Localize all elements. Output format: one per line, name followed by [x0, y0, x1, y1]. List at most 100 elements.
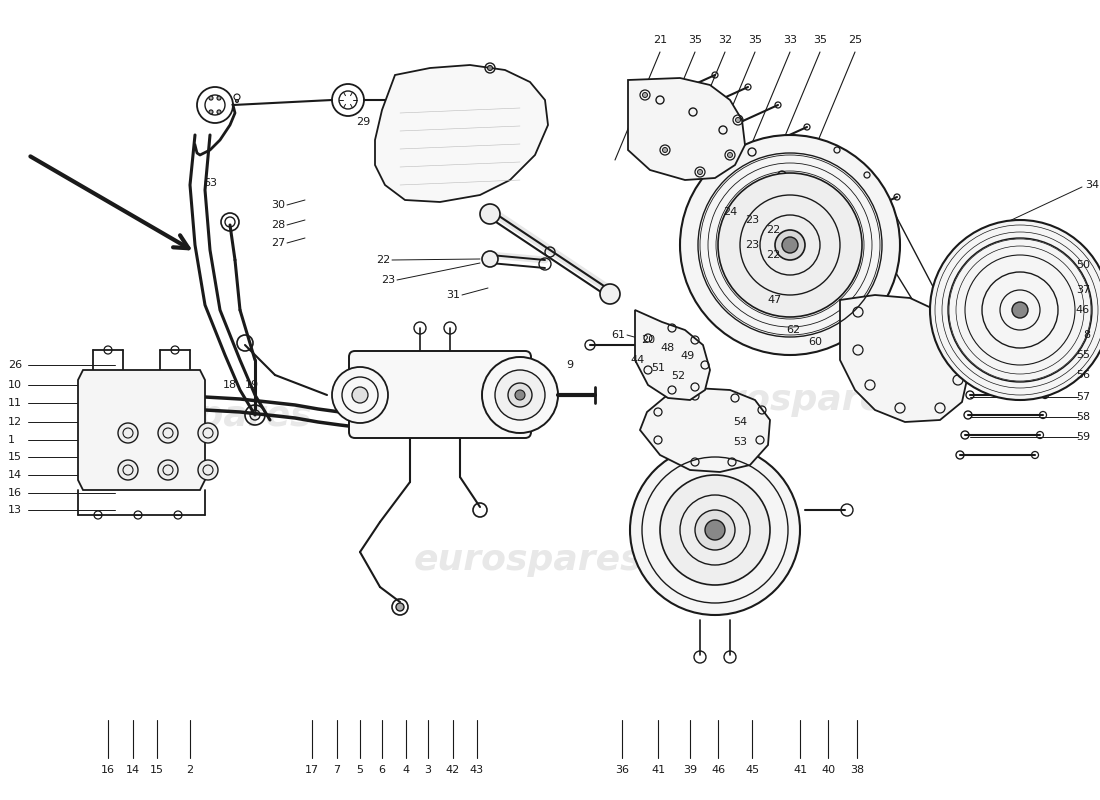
Text: 59: 59: [1076, 432, 1090, 442]
Text: eurospares: eurospares: [414, 543, 642, 577]
Text: 53: 53: [733, 437, 747, 447]
Text: 63: 63: [204, 178, 217, 188]
Text: 41: 41: [793, 765, 807, 775]
Circle shape: [332, 367, 388, 423]
Text: 1: 1: [8, 435, 15, 445]
Text: 42: 42: [446, 765, 460, 775]
Text: 24: 24: [723, 207, 737, 217]
Text: 16: 16: [101, 765, 116, 775]
Text: 11: 11: [8, 398, 22, 408]
Text: 15: 15: [8, 452, 22, 462]
Circle shape: [495, 370, 544, 420]
Text: 17: 17: [305, 765, 319, 775]
Circle shape: [482, 251, 498, 267]
Circle shape: [118, 423, 138, 443]
Text: 35: 35: [813, 35, 827, 45]
Circle shape: [930, 220, 1100, 400]
Text: 12: 12: [8, 417, 22, 427]
Circle shape: [396, 603, 404, 611]
Text: 58: 58: [1076, 412, 1090, 422]
Text: 56: 56: [1076, 370, 1090, 380]
Text: 27: 27: [271, 238, 285, 248]
Text: 32: 32: [718, 35, 733, 45]
Text: 38: 38: [850, 765, 865, 775]
Text: 23: 23: [745, 240, 759, 250]
Text: 43: 43: [470, 765, 484, 775]
Text: 8: 8: [1082, 330, 1090, 340]
Text: 6: 6: [378, 765, 385, 775]
Text: 40: 40: [821, 765, 835, 775]
Text: 7: 7: [333, 765, 341, 775]
Text: 20: 20: [641, 335, 656, 345]
Text: 16: 16: [8, 488, 22, 498]
Text: 4: 4: [403, 765, 409, 775]
Circle shape: [736, 118, 740, 122]
Text: 15: 15: [150, 765, 164, 775]
Circle shape: [235, 99, 239, 102]
Text: 55: 55: [1076, 350, 1090, 360]
Text: 33: 33: [783, 35, 798, 45]
Text: eurospares: eurospares: [84, 399, 312, 433]
Text: 3: 3: [425, 765, 431, 775]
Text: 60: 60: [808, 337, 822, 347]
Text: 48: 48: [661, 343, 675, 353]
Circle shape: [697, 170, 703, 174]
Text: 5: 5: [356, 765, 363, 775]
Text: 37: 37: [1076, 285, 1090, 295]
Text: 39: 39: [683, 765, 697, 775]
Text: 23: 23: [745, 215, 759, 225]
Text: 22: 22: [766, 225, 780, 235]
Circle shape: [217, 110, 221, 114]
Circle shape: [695, 510, 735, 550]
Circle shape: [198, 423, 218, 443]
Circle shape: [209, 110, 213, 114]
Circle shape: [482, 357, 558, 433]
Circle shape: [727, 153, 733, 158]
Polygon shape: [635, 310, 710, 400]
Polygon shape: [840, 295, 968, 422]
Text: 47: 47: [768, 295, 782, 305]
Text: 2: 2: [186, 765, 194, 775]
Polygon shape: [78, 370, 205, 490]
Polygon shape: [375, 65, 548, 202]
Circle shape: [705, 520, 725, 540]
Text: 51: 51: [651, 363, 666, 373]
Text: 50: 50: [1076, 260, 1090, 270]
Circle shape: [680, 135, 900, 355]
Text: 35: 35: [748, 35, 762, 45]
Circle shape: [782, 237, 797, 253]
Text: 22: 22: [766, 250, 780, 260]
Text: 46: 46: [1076, 305, 1090, 315]
Text: 44: 44: [631, 355, 645, 365]
Text: 61: 61: [610, 330, 625, 340]
Circle shape: [600, 284, 620, 304]
Polygon shape: [640, 388, 770, 472]
Circle shape: [158, 460, 178, 480]
Circle shape: [158, 423, 178, 443]
Circle shape: [1012, 302, 1028, 318]
Text: 26: 26: [8, 360, 22, 370]
Circle shape: [660, 475, 770, 585]
Text: 35: 35: [688, 35, 702, 45]
Text: 22: 22: [376, 255, 390, 265]
Text: 31: 31: [446, 290, 460, 300]
Circle shape: [198, 460, 218, 480]
Circle shape: [217, 96, 221, 100]
Text: 9: 9: [566, 360, 573, 370]
Text: 14: 14: [8, 470, 22, 480]
Text: 52: 52: [671, 371, 685, 381]
Circle shape: [480, 204, 501, 224]
Text: 21: 21: [653, 35, 667, 45]
Text: 41: 41: [651, 765, 666, 775]
Circle shape: [508, 383, 532, 407]
Text: 49: 49: [681, 351, 695, 361]
Circle shape: [487, 66, 493, 70]
Text: 18: 18: [223, 380, 238, 390]
Text: 30: 30: [271, 200, 285, 210]
Text: 46: 46: [711, 765, 725, 775]
Text: 19: 19: [245, 380, 260, 390]
Circle shape: [776, 230, 805, 260]
Circle shape: [642, 93, 648, 98]
Text: 25: 25: [848, 35, 862, 45]
Text: 29: 29: [356, 117, 370, 127]
